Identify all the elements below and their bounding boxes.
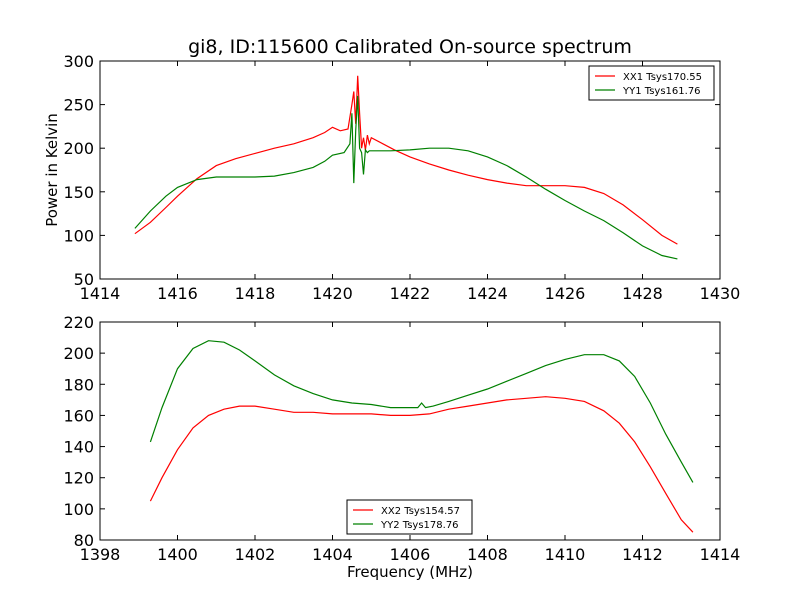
bottom-x-axis-label: Frequency (MHz)	[347, 563, 473, 581]
bottom-legend-box	[346, 499, 473, 535]
bottom-x-tick-label: 1414	[700, 545, 741, 564]
bottom-x-tick-label: 1400	[157, 545, 198, 564]
top-y-tick-label: 300	[63, 52, 94, 71]
top-x-tick-label: 1424	[467, 284, 508, 303]
top-x-tick-label: 1428	[622, 284, 663, 303]
top-x-tick-label: 1414	[80, 284, 121, 303]
top-x-tick-label: 1426	[545, 284, 586, 303]
bottom-y-tick-label: 100	[63, 500, 94, 519]
top-subplot: 1414 1416 1418 1420 1422 1424 1426 1428 1430 50 10…	[63, 52, 740, 303]
bottom-x-tick-label: 1398	[80, 545, 121, 564]
bottom-legend-label-1: XX2 Tsys154.57	[381, 506, 460, 517]
chart-title: gi8, ID:115600 Calibrated On-source spec…	[188, 36, 632, 58]
bottom-legend: XX2 Tsys154.57 YY2 Tsys178.76	[346, 499, 473, 535]
bottom-x-tick-label: 1406	[390, 545, 431, 564]
bottom-x-tick-label: 1412	[622, 545, 663, 564]
top-x-tick-label: 1430	[700, 284, 741, 303]
bottom-x-tick-label: 1404	[312, 545, 353, 564]
bottom-x-tick-label: 1402	[235, 545, 276, 564]
top-legend: XX1 Tsys170.55 YY1 Tsys161.76	[588, 65, 715, 101]
top-y-axis-label: Power in Kelvin	[43, 113, 61, 227]
bottom-x-tick-label: 1408	[467, 545, 508, 564]
bottom-y-tick-label: 140	[63, 438, 94, 457]
bottom-y-tick-label: 220	[63, 313, 94, 332]
bottom-x-tick-label: 1410	[545, 545, 586, 564]
top-y-tick-label: 200	[63, 139, 94, 158]
bottom-y-tick-label: 160	[63, 406, 94, 425]
bottom-series-2-line	[149, 340, 694, 483]
top-x-tick-label: 1420	[312, 284, 353, 303]
top-x-tick-label: 1418	[235, 284, 276, 303]
top-y-tick-label: 50	[74, 270, 94, 289]
top-legend-label-1: XX1 Tsys170.55	[623, 72, 702, 83]
bottom-legend-label-2: YY2 Tsys178.76	[380, 520, 459, 531]
bottom-series-1-line	[149, 396, 694, 533]
top-x-tick-label: 1416	[157, 284, 198, 303]
bottom-y-tick-label: 80	[74, 531, 94, 550]
top-legend-box	[588, 65, 715, 101]
top-y-tick-label: 100	[63, 226, 94, 245]
bottom-y-tick-label: 180	[63, 375, 94, 394]
top-y-tick-label: 250	[63, 96, 94, 115]
top-series-2-line	[134, 95, 678, 260]
top-legend-label-2: YY1 Tsys161.76	[622, 86, 701, 97]
bottom-subplot: 1398 1400 1402 1404 1406 1408 1410 1412 1414 80 10…	[63, 313, 740, 564]
top-x-tick-label: 1422	[390, 284, 431, 303]
bottom-y-tick-label: 200	[63, 344, 94, 363]
bottom-y-tick-label: 120	[63, 469, 94, 488]
top-y-tick-label: 150	[63, 183, 94, 202]
top-series-1-line	[134, 75, 678, 245]
